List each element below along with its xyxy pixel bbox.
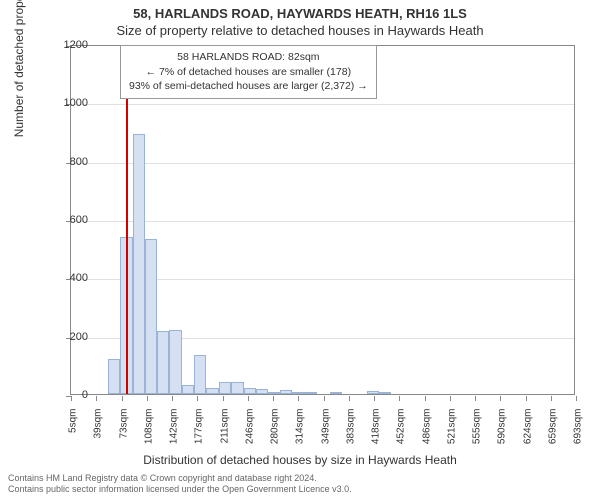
xtick-mark [172,396,173,401]
xtick-label: 555sqm [472,409,483,459]
histogram-bar [305,392,317,394]
xtick-mark [324,396,325,401]
xtick-label: 521sqm [446,409,457,459]
xtick-label: 39sqm [93,409,104,459]
xtick-mark [273,396,274,401]
chart-title-sub: Size of property relative to detached ho… [0,21,600,42]
histogram-bar [194,355,206,394]
histogram-bar [330,392,342,394]
histogram-bar [133,134,145,394]
y-axis-label: Number of detached properties [12,0,26,137]
ytick-label: 1200 [48,39,88,51]
ytick-label: 200 [48,331,88,343]
xtick-label: 383sqm [345,409,356,459]
histogram-bar [292,392,305,394]
xtick-label: 349sqm [320,409,331,459]
annotation-box: 58 HARLANDS ROAD: 82sqm ← 7% of detached… [120,45,377,99]
xtick-label: 659sqm [547,409,558,459]
xtick-label: 73sqm [118,409,129,459]
xtick-label: 452sqm [396,409,407,459]
xtick-mark [147,396,148,401]
xtick-mark [526,396,527,401]
ytick-label: 800 [48,156,88,168]
gridline [71,163,574,164]
ytick-label: 1000 [48,97,88,109]
xtick-mark [399,396,400,401]
xtick-mark [576,396,577,401]
xtick-label: 693sqm [573,409,584,459]
annotation-line-2: ← 7% of detached houses are smaller (178… [129,65,368,80]
xtick-label: 142sqm [169,409,180,459]
histogram-bar [244,388,256,394]
annotation-line-3: 93% of semi-detached houses are larger (… [129,79,368,94]
xtick-label: 314sqm [295,409,306,459]
histogram-bar [256,389,268,394]
xtick-mark [122,396,123,401]
histogram-bar [206,388,218,394]
histogram-bar [157,331,169,394]
chart-container: 58, HARLANDS ROAD, HAYWARDS HEATH, RH16 … [0,0,600,500]
xtick-mark [298,396,299,401]
xtick-label: 486sqm [421,409,432,459]
xtick-mark [96,396,97,401]
xtick-mark [450,396,451,401]
xtick-mark [374,396,375,401]
chart-title-main: 58, HARLANDS ROAD, HAYWARDS HEATH, RH16 … [0,0,600,21]
histogram-bar [219,382,231,394]
xtick-mark [248,396,249,401]
histogram-bar [231,382,244,394]
xtick-label: 624sqm [522,409,533,459]
xtick-label: 177sqm [194,409,205,459]
xtick-mark [349,396,350,401]
xtick-label: 418sqm [371,409,382,459]
histogram-bar [268,392,280,394]
xtick-mark [197,396,198,401]
xtick-mark [500,396,501,401]
xtick-mark [551,396,552,401]
ytick-label: 600 [48,214,88,226]
xtick-mark [475,396,476,401]
histogram-bar [108,359,120,394]
footer-line-1: Contains HM Land Registry data © Crown c… [8,473,352,485]
xtick-label: 108sqm [143,409,154,459]
histogram-bar [367,391,379,394]
xtick-mark [425,396,426,401]
histogram-bar [182,385,194,394]
xtick-label: 246sqm [244,409,255,459]
xtick-label: 211sqm [219,409,230,459]
xtick-label: 280sqm [270,409,281,459]
ytick-label: 400 [48,272,88,284]
histogram-bar [145,239,157,394]
histogram-bar [169,330,182,394]
xtick-mark [223,396,224,401]
footer-line-2: Contains public sector information licen… [8,484,352,496]
gridline [71,221,574,222]
xtick-label: 5sqm [68,409,79,459]
annotation-line-1: 58 HARLANDS ROAD: 82sqm [129,50,368,65]
attribution-footer: Contains HM Land Registry data © Crown c… [8,473,352,496]
histogram-bar [280,390,292,394]
ytick-label: 0 [48,389,88,401]
xtick-label: 590sqm [497,409,508,459]
gridline [71,104,574,105]
histogram-bar [379,392,391,394]
